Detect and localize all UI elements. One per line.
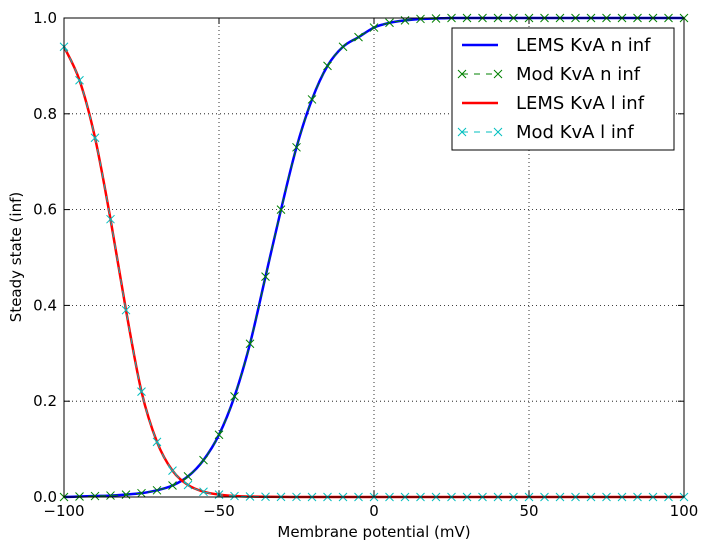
data-point-marker: [323, 61, 332, 71]
legend-label: LEMS KvA l inf: [516, 93, 645, 114]
legend-label: LEMS KvA n inf: [516, 35, 651, 56]
axis-ticks: −100 −50 0 50 100 0.0 0.2 0.4 0.6 0.8 1.0: [33, 9, 698, 520]
data-point-marker: [183, 472, 193, 481]
legend-item: LEMS KvA n inf: [462, 35, 651, 56]
x-tick-label: −100: [43, 502, 84, 520]
data-point-marker: [214, 430, 224, 440]
data-point-marker: [199, 455, 208, 465]
legend-item: Mod KvA l inf: [457, 122, 634, 143]
legend-marker: [457, 69, 467, 79]
data-point-marker: [354, 32, 363, 42]
x-tick-label: 0: [369, 502, 379, 520]
legend-box: [451, 27, 675, 151]
x-tick-label: 100: [670, 502, 699, 520]
data-point-marker: [385, 18, 394, 28]
x-axis-title: Membrane potential (mV): [277, 523, 470, 541]
legend-label: Mod KvA l inf: [516, 122, 634, 143]
data-point-marker: [152, 485, 162, 495]
data-point-marker: [261, 272, 270, 282]
y-tick-label: 0.4: [33, 296, 57, 314]
legend-item: Mod KvA n inf: [457, 64, 641, 85]
data-point-marker: [338, 42, 348, 52]
legend-marker: [493, 127, 503, 137]
data-point-marker: [199, 487, 208, 497]
y-tick-label: 1.0: [33, 9, 57, 27]
x-tick-label: −50: [203, 502, 235, 520]
data-point-marker: [230, 491, 239, 501]
y-tick-label: 0.8: [33, 105, 57, 123]
data-point-marker: [245, 339, 255, 349]
data-point-marker: [183, 480, 193, 490]
data-point-marker: [152, 437, 162, 447]
data-point-marker: [168, 466, 177, 476]
y-tick-label: 0.2: [33, 392, 57, 410]
legend-marker: [457, 127, 467, 137]
y-axis-title: Steady state (inf): [7, 192, 25, 322]
data-point-marker: [137, 387, 146, 396]
data-point-marker: [416, 14, 425, 24]
data-point-marker: [90, 133, 100, 143]
x-tick-label: 50: [519, 502, 538, 520]
data-point-marker: [106, 214, 115, 224]
data-point-marker: [137, 488, 146, 498]
data-point-marker: [292, 142, 301, 152]
legend: LEMS KvA n inf Mod KvA n inf LEMS KvA l in…: [451, 27, 675, 151]
legend-marker: [493, 69, 503, 79]
y-tick-label: 0.0: [33, 488, 57, 506]
data-point-marker: [75, 75, 84, 85]
legend-label: Mod KvA n inf: [516, 64, 641, 85]
data-point-marker: [276, 205, 286, 214]
data-point-marker: [121, 305, 131, 315]
data-point-marker: [90, 491, 100, 501]
data-point-marker: [307, 95, 317, 104]
data-point-marker: [168, 481, 177, 490]
data-point-marker: [230, 392, 239, 401]
data-point-marker: [369, 23, 379, 32]
legend-item: LEMS KvA l inf: [462, 93, 645, 114]
data-point-marker: [106, 491, 115, 500]
y-tick-label: 0.6: [33, 201, 57, 219]
